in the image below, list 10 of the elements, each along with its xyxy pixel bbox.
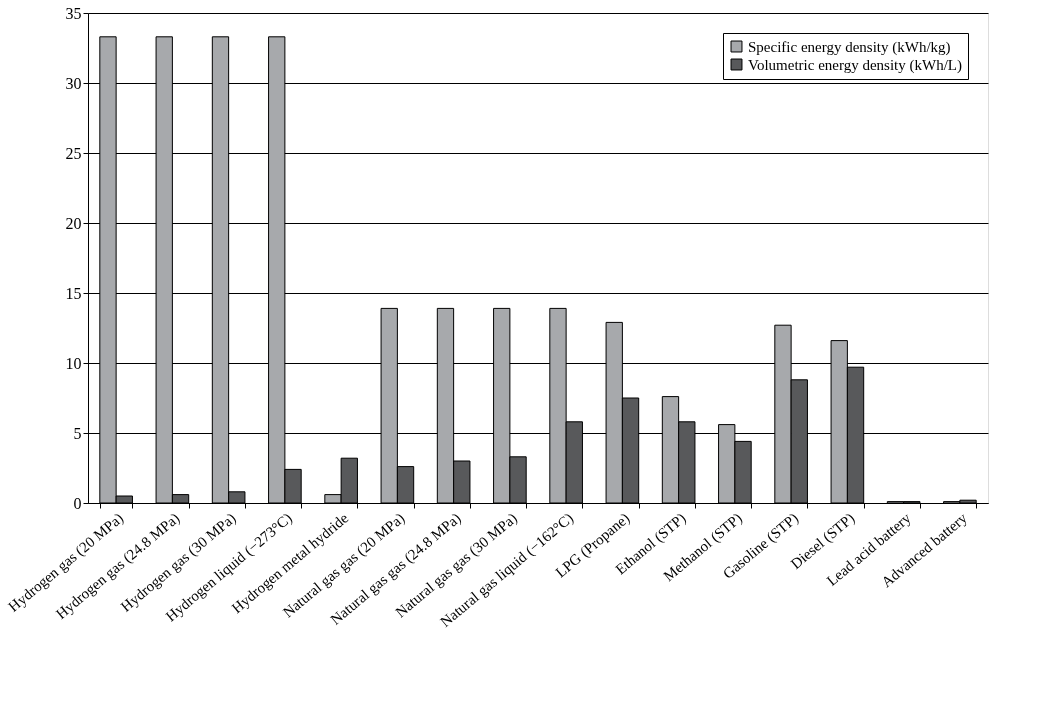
y-tick-label: 30	[65, 74, 82, 92]
legend-label: Volumetric energy density (kWh/L)	[748, 56, 962, 74]
y-tick-label: 5	[73, 424, 82, 442]
legend-label: Specific energy density (kWh/kg)	[748, 38, 951, 56]
y-tick-label: 0	[73, 494, 82, 512]
y-tick-label: 20	[65, 214, 82, 232]
y-tick-label: 35	[65, 4, 82, 22]
y-tick-label: 15	[65, 284, 82, 302]
y-tick-label: 10	[65, 354, 82, 372]
y-tick-label: 25	[65, 144, 82, 162]
